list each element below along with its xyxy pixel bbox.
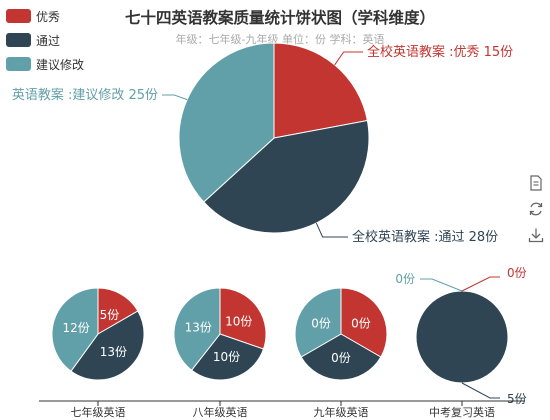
pie-4-label-line-1 [461,382,500,399]
pie-2-label-2: 13份 [185,320,212,334]
legend-swatch-revise [6,57,31,71]
legend-swatch-pass [6,33,31,47]
pie-0-label-line-0 [334,51,363,66]
pie-1-slice-0[interactable] [97,287,139,335]
pie-3-label-2: 0份 [311,317,331,331]
legend-item-pass[interactable]: 通过 [6,28,84,52]
x-axis-label-1: 八年级英语 [193,405,248,419]
legend-item-revise[interactable]: 建议修改 [6,52,84,76]
pie-2-label-0: 10份 [225,315,252,329]
legend-item-excellent[interactable]: 优秀 [6,4,84,28]
pie-0-slice-0[interactable] [273,42,368,139]
pie-3-slice-0[interactable] [340,287,388,358]
pie-0-label-1: 全校英语教案 :通过 28份 [352,229,498,245]
legend-label-revise: 建议修改 [36,57,85,72]
legend-label-pass: 通过 [36,33,61,48]
pie-0-label-line-1 [315,222,348,238]
pie-4-slice-1[interactable] [415,290,509,384]
pie-4-label-line-2 [420,278,463,292]
save-image-icon[interactable] [527,226,545,244]
pie-0-label-0: 全校英语教案 :优秀 15份 [367,44,513,60]
pie-1-slice-2[interactable] [51,287,99,372]
x-axis-label-2: 九年级英语 [314,405,369,419]
pie-3-label-1: 0份 [331,351,351,365]
toolbox [527,174,547,252]
pie-4-label-line-0 [461,276,500,292]
data-view-icon[interactable] [527,174,545,192]
pie-2-slice-2[interactable] [173,287,221,371]
chart-title: 七十四英语教案质量统计饼状图（学科维度） [124,9,435,27]
legend: 优秀 通过 建议修改 [6,4,84,76]
pie-2-label-1: 10份 [213,350,240,364]
pie-0-slice-1[interactable] [203,119,370,234]
x-axis-label-0: 七年级英语 [71,405,126,419]
chart-subtitle: 年级：七年级-九年级 单位：份 学科：英语 [175,33,385,46]
pie-1-label-0: 5份 [100,308,120,322]
pie-4-label-1: 5份 [507,392,527,406]
pie-1-slice-1[interactable] [70,310,145,381]
pie-2-slice-0[interactable] [219,287,267,350]
pie-0-label-line-2 [162,94,188,101]
pie-1-label-2: 12份 [62,321,89,335]
pie-3-label-0: 0份 [351,317,371,331]
pie-0-label-2: 英语教案 :建议修改 25份 [12,87,158,103]
x-axis-label-3: 中考复习英语 [429,405,495,419]
legend-swatch-excellent [6,9,31,23]
pie-4-label-2: 0份 [395,272,415,286]
pie-4-label-0: 0份 [507,266,527,280]
restore-icon[interactable] [527,200,545,218]
pie-2-slice-1[interactable] [190,333,265,381]
pie-3-slice-2[interactable] [294,287,342,358]
pie-1-label-1: 13份 [100,345,127,359]
legend-label-excellent: 优秀 [36,9,61,24]
